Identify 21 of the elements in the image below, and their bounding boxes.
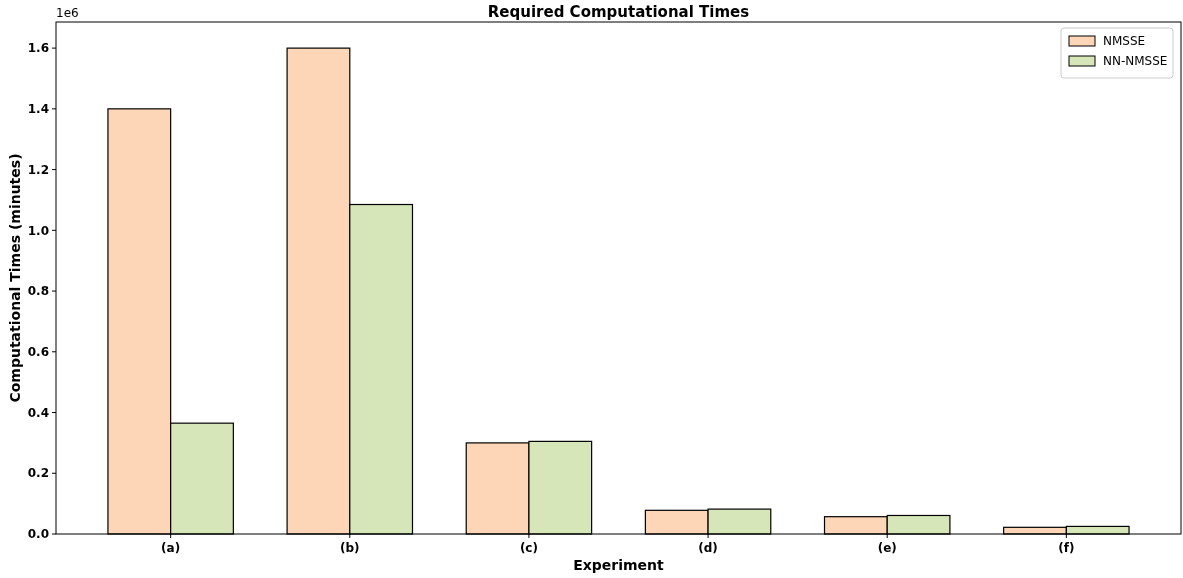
chart-title: Required Computational Times <box>487 3 750 21</box>
text: 1e6 <box>56 6 79 20</box>
y-tick-label: 0.8 <box>27 284 49 299</box>
y-tick-label: 0.0 <box>27 527 49 542</box>
x-tick-label: (e) <box>877 541 897 555</box>
y-tick-label: 0.4 <box>27 405 49 420</box>
x-tick-label: (b) <box>340 541 360 555</box>
x-tick-label: (a) <box>161 541 181 555</box>
legend-label: NMSSE <box>1103 34 1146 49</box>
x-tick-label: (d) <box>698 541 718 555</box>
y-tick-label: 1.6 <box>27 41 49 56</box>
y-tick-label: 0.6 <box>27 344 49 359</box>
y-tick-label: 1.4 <box>27 102 49 117</box>
y-tick-label: 1.2 <box>27 162 49 177</box>
y-tick-label: 0.2 <box>27 466 49 481</box>
x-axis-title: Experiment <box>573 557 665 573</box>
x-tick-label: (c) <box>519 541 538 555</box>
x-tick-label: (f) <box>1058 541 1075 555</box>
y-axis-title: Computational Times (minutes) <box>7 153 23 403</box>
y-tick-label: 1.0 <box>27 223 49 238</box>
legend-label: NN-NMSSE <box>1103 54 1168 69</box>
